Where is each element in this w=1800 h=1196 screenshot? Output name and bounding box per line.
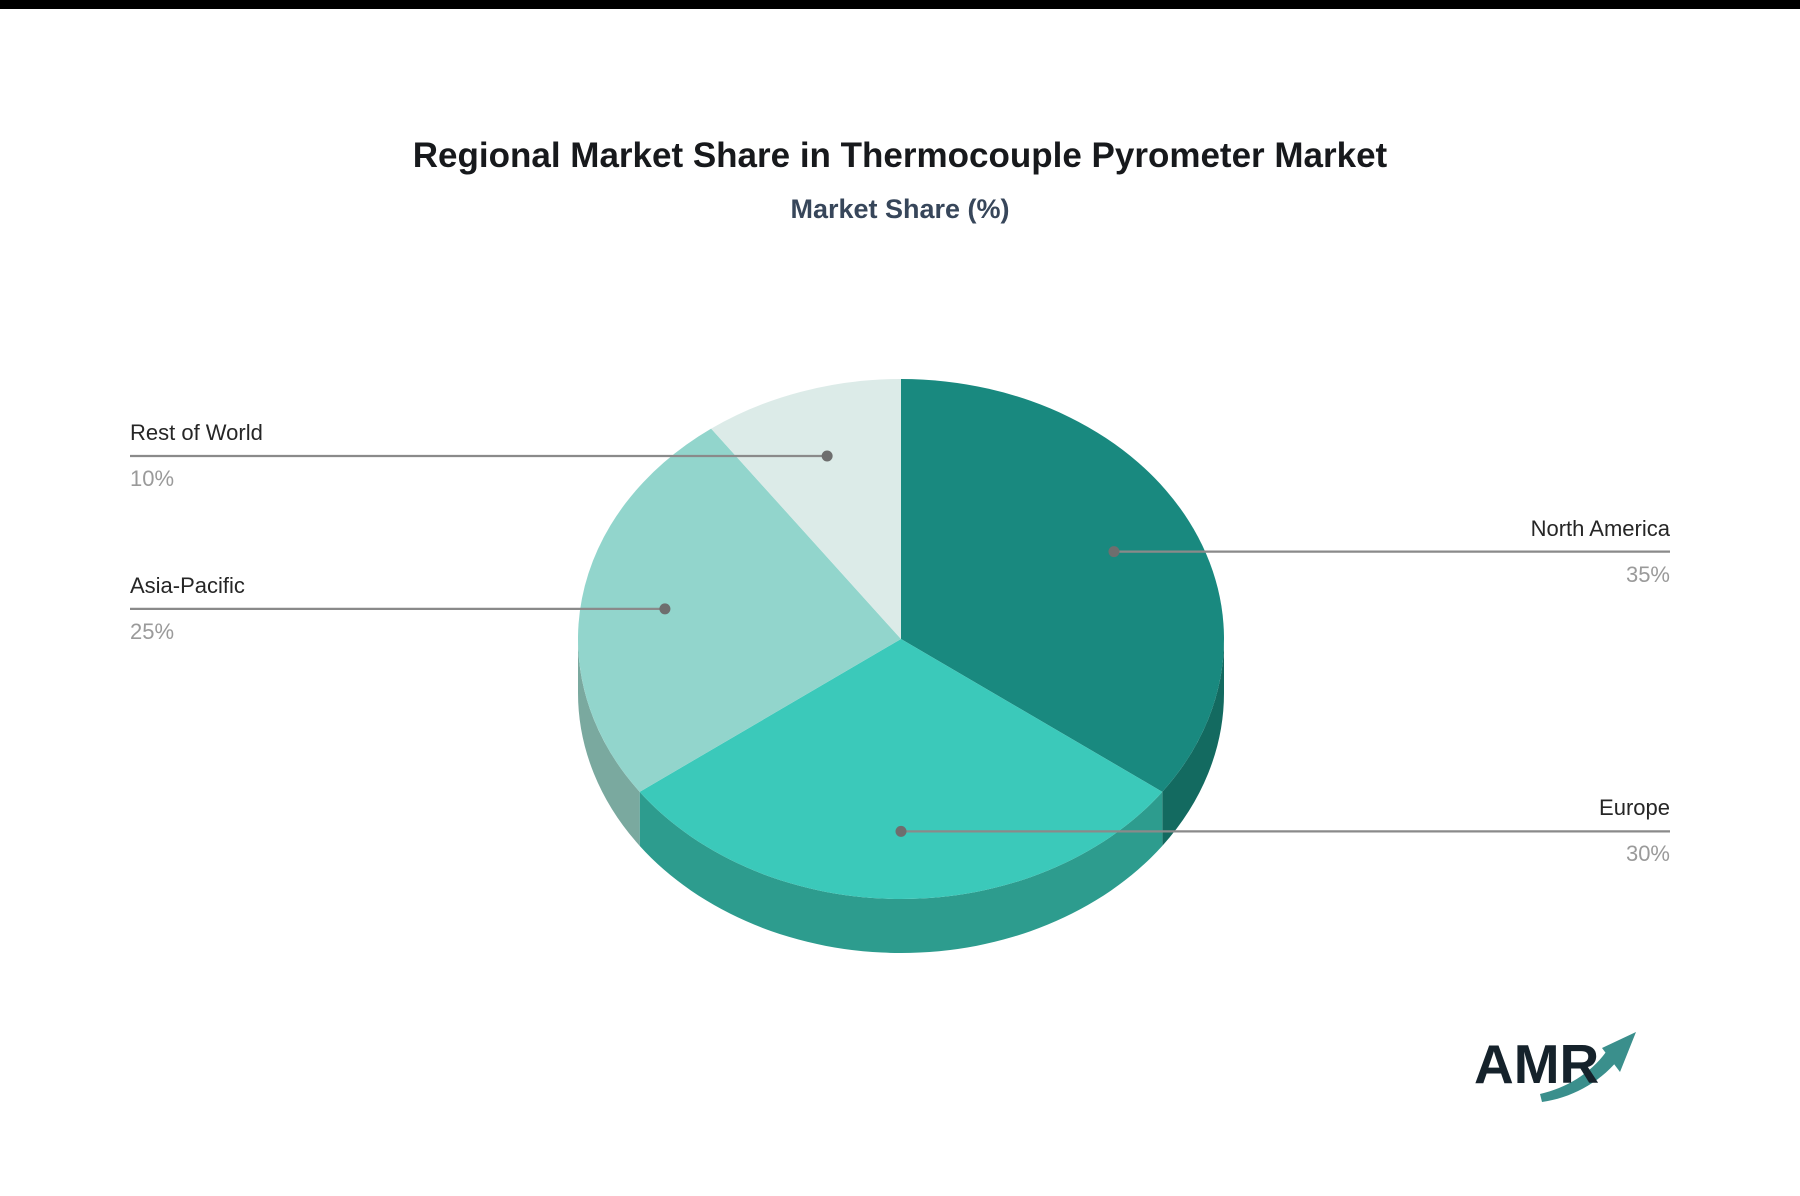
slice-value-rest-of-world: 10% (130, 466, 175, 492)
slice-label-rest-of-world: Rest of World (130, 420, 263, 446)
pie-slice-europe (639, 639, 1163, 899)
leader-dot-europe (895, 825, 907, 837)
pie-slice-side-asia-pacific (578, 639, 640, 846)
amr-logo: AMR (1474, 1028, 1664, 1118)
slice-label-asia-pacific: Asia-Pacific (130, 572, 245, 598)
slice-label-europe: Europe (1599, 795, 1670, 821)
top-border (0, 0, 1800, 9)
pie-slice-north-america (901, 379, 1224, 792)
growth-arrow-icon (1540, 1032, 1636, 1102)
chart-subtitle: Market Share (%) (790, 194, 1010, 224)
slice-value-north-america: 35% (1625, 561, 1670, 587)
slice-value-asia-pacific: 25% (130, 618, 175, 644)
pie-slice-rest-of-world (711, 379, 901, 639)
slice-value-europe: 30% (1625, 841, 1670, 867)
logo-text: AMR (1474, 1033, 1600, 1095)
pie-slice-side-north-america (1162, 639, 1224, 846)
arrow-tail (1540, 1052, 1618, 1102)
page-title: Regional Market Share in Thermocouple Py… (412, 136, 1388, 175)
leader-dot-north-america (1108, 546, 1120, 558)
leader-dot-rest-of-world (821, 450, 833, 462)
slice-label-north-america: North America (1530, 515, 1670, 541)
arrow-head (1602, 1032, 1636, 1072)
leader-dot-asia-pacific (659, 603, 671, 615)
pie-slice-asia-pacific (578, 428, 901, 792)
pie-slice-side-europe (639, 791, 1163, 953)
